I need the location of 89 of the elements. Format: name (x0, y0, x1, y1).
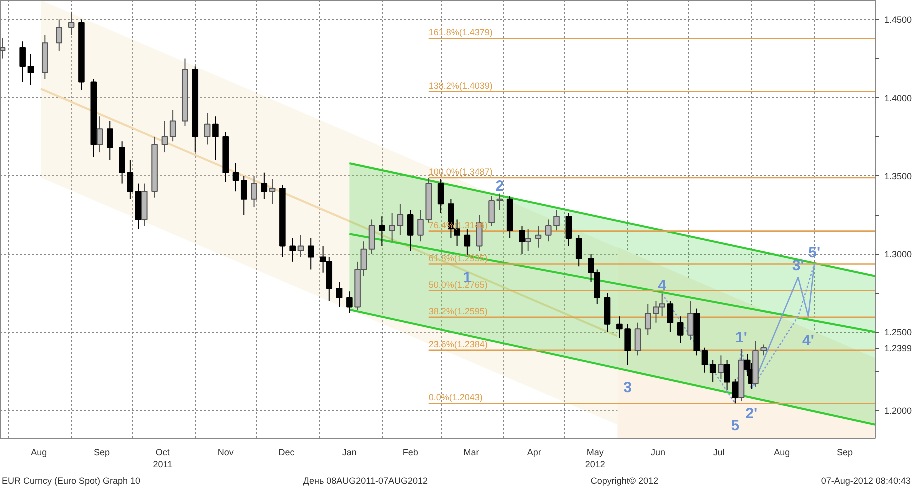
x-tick-label: Sep (837, 448, 854, 458)
x-tick-label: May 2012 (585, 448, 606, 470)
annotation: 5 (731, 418, 740, 435)
annotation: 2' (746, 405, 758, 422)
x-tick-label: Aug (774, 448, 790, 458)
candlestick (96, 116, 104, 154)
text: День 08AUG2011-07AUG2012 (303, 475, 428, 488)
y-tick-label: 1.4000 (884, 93, 912, 104)
candlestick (56, 19, 63, 52)
candlestick (308, 238, 314, 270)
y-tick-label: 1.2399 (884, 344, 912, 354)
y-tick-label: 1.2000 (884, 406, 912, 416)
candlestick (535, 225, 542, 248)
series-label: 0.0%(1.2043) (428, 392, 483, 403)
candlestick (0, 38, 6, 60)
series-label: 138.2%(1.4039) (428, 80, 493, 91)
x-tick-label: Mar (464, 448, 480, 458)
x-tick-label: Jun (651, 448, 666, 458)
x-tick-label: Apr (527, 448, 542, 458)
y-tick-label: 1.3500 (884, 171, 912, 182)
candlestick (667, 300, 674, 333)
series-label: 100.0%(1.3487) (428, 167, 493, 178)
candlestick (566, 212, 572, 247)
text: Copyright© 2012 (590, 475, 659, 488)
candlestick (760, 344, 767, 356)
text: 07-Aug-2012 08:40:43 (821, 475, 911, 488)
x-tick-label: Oct 2011 (153, 448, 173, 470)
candlestick (212, 116, 219, 161)
y-tick-label: 1.3000 (884, 250, 912, 260)
y-tick-label: 1.4500 (884, 15, 912, 26)
candlestick (464, 228, 471, 256)
candlestick (298, 234, 304, 258)
annotation: 4' (802, 332, 814, 350)
candlestick (519, 225, 526, 255)
candlestick (710, 360, 716, 383)
series-label: 38.2%(1.2595) (428, 306, 488, 316)
candlestick (634, 322, 642, 356)
candlestick (688, 300, 694, 341)
candlestick (240, 175, 248, 216)
x-tick-label: Nov (218, 448, 234, 458)
candlestick (68, 11, 75, 36)
candlestick (496, 193, 504, 211)
candlestick (346, 291, 353, 314)
x-tick-label: Jan (342, 448, 357, 458)
candlestick (732, 378, 739, 404)
candlestick (379, 216, 386, 247)
candlestick (554, 210, 560, 232)
candlestick (251, 175, 258, 208)
candlestick (170, 110, 176, 142)
x-tick-label: Feb (402, 448, 418, 458)
annotation: 5' (808, 244, 821, 262)
candlestick (261, 172, 268, 200)
candlestick (616, 316, 623, 339)
candlestick (389, 212, 396, 242)
annotation: 2 (496, 178, 504, 195)
candlestick (702, 347, 708, 374)
candlestick (106, 120, 114, 161)
candlestick (28, 54, 34, 86)
candlestick (232, 162, 240, 192)
series-label: 23.6%(1.2384) (428, 339, 488, 350)
candlestick (407, 210, 414, 252)
candlestick (546, 219, 552, 242)
candlestick (269, 178, 276, 205)
x-tick-label: Jul (713, 448, 725, 458)
candlestick (20, 41, 26, 83)
candlestick (677, 316, 684, 344)
candlestick (336, 282, 343, 308)
candlestick (718, 355, 724, 380)
candlestick (724, 360, 730, 391)
x-tick-label: Dec (278, 448, 296, 458)
candlestick (644, 304, 652, 336)
candlestick (488, 196, 495, 226)
candlestick (204, 112, 211, 146)
text: EUR Curncy (Euro Spot) Graph 10 (2, 475, 141, 488)
candlestick (576, 234, 582, 268)
y-tick-label: 1.2500 (884, 328, 912, 338)
candlestick (438, 178, 444, 214)
candlestick (397, 204, 404, 236)
candlestick (525, 228, 532, 252)
candlestick (127, 160, 134, 200)
candlestick (290, 238, 296, 262)
annotation: 3 (624, 379, 632, 396)
x-tick-label: Aug (31, 448, 48, 458)
series-label: 161.8%(1.4379) (428, 28, 493, 38)
candlestick (368, 219, 376, 255)
candlestick (162, 120, 168, 154)
annotation: 1' (736, 329, 748, 346)
x-tick-label: Sep (94, 448, 110, 458)
candlestick (624, 324, 631, 366)
